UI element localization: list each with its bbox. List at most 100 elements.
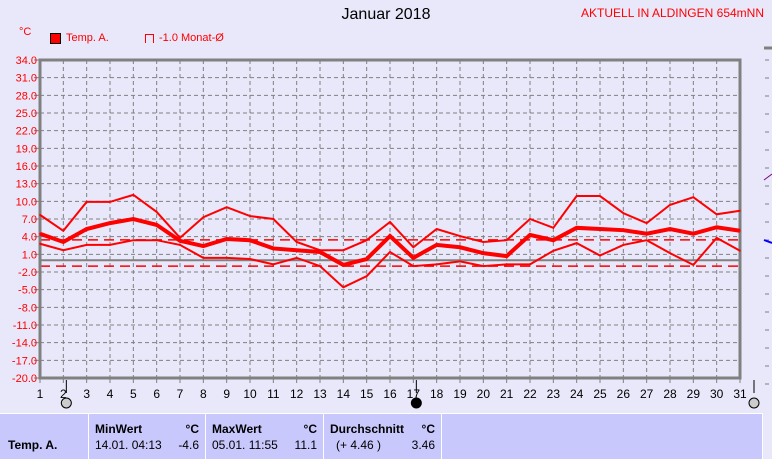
data-point [552,227,555,229]
legend-label: -1.0 Monat-Ø [159,32,224,44]
data-point [179,239,181,242]
data-point [109,244,111,246]
y-tick-label: -14.0 [12,338,37,350]
stats-table: Temp. A. MinWert °C 14.01. 04:13 -4.6 MaxW… [0,413,763,459]
data-point [109,222,111,224]
data-point [575,227,578,229]
data-point [552,239,555,241]
y-tick-label: 16.0 [16,161,37,173]
data-point [389,251,391,253]
data-point [739,229,741,232]
max-unit: °C [303,422,317,436]
y-tick-label: 4.0 [22,232,37,244]
max-column: MaxWert °C 05.01. 11:55 11.1 [205,414,323,459]
data-point [669,204,671,206]
y-tick-label: -11.0 [13,320,37,332]
x-tick-label: 29 [687,387,701,401]
data-point [739,250,741,252]
data-point [529,218,531,220]
side-series-blue [763,239,772,244]
data-point [435,228,438,230]
data-point [295,257,298,259]
x-tick-label: 19 [453,387,467,401]
x-tick-label: 27 [640,387,654,401]
data-point [342,249,345,252]
x-tick-label: 28 [663,387,677,401]
x-tick-label: 21 [500,387,514,401]
data-point [295,249,298,252]
data-point [692,264,695,266]
data-point [85,201,88,203]
data-point [85,244,88,246]
data-point [599,254,601,257]
x-tick-label: 25 [593,387,607,401]
side-series-purple [763,173,772,181]
data-point [39,242,41,245]
data-point [435,244,438,246]
data-point [225,257,228,259]
min-date: 14.01. 04:13 [95,438,162,452]
x-tick-label: 7 [177,387,184,401]
empty-column [441,414,763,459]
x-tick-label: 1 [37,387,44,401]
x-tick-label: 30 [710,387,724,401]
avg-column: Durchschnitt °C (+ 4.46 ) 3.46 [323,414,441,459]
temperature-chart: 34.031.028.025.022.019.016.013.010.07.04… [12,46,772,409]
data-point [249,258,251,260]
x-tick-label: 24 [570,387,584,401]
data-point [575,242,578,244]
data-point [645,232,648,235]
data-point [645,222,648,224]
y-tick-label: 25.0 [16,108,37,120]
data-point [85,228,88,230]
data-point [505,255,508,257]
x-tick-label: 4 [107,387,114,401]
y-tick-label: 13.0 [16,179,37,191]
data-point [692,196,695,199]
data-point [62,241,65,243]
y-unit-label: °C [19,26,32,38]
data-point [319,265,321,267]
x-tick-label: 5 [130,387,137,401]
data-point [715,213,718,216]
legend-temp[interactable]: Temp. A. [50,32,109,44]
y-tick-label: -8.0 [18,302,37,314]
x-tick-label: 2 [60,387,67,401]
max-header: MaxWert [212,422,262,436]
data-point [412,257,415,259]
x-tick-label: 14 [337,387,351,401]
data-point [529,234,531,236]
x-tick-label: 3 [83,387,90,401]
data-point [295,241,298,243]
data-point [132,194,135,196]
min-column: MinWert °C 14.01. 04:13 -4.6 [88,414,205,459]
x-tick-label: 6 [153,387,160,401]
data-point [272,218,275,220]
plot-frame [38,58,742,380]
data-point [669,252,671,254]
min-header: MinWert [95,422,143,436]
data-point [109,201,111,203]
legend-swatch-empty-icon [145,33,154,43]
data-point [155,211,158,213]
data-point [599,195,601,197]
y-tick-label: 10.0 [16,196,37,208]
max-value: 11.1 [294,438,317,452]
y-tick-label: 19.0 [16,143,37,155]
data-point [365,258,368,260]
x-tick-label: 9 [223,387,230,401]
legend-month-avg[interactable]: -1.0 Monat-Ø [145,32,224,44]
data-point [62,229,65,232]
data-point [155,239,158,241]
data-point [715,237,718,239]
y-tick-label: 22.0 [16,126,37,138]
data-point [389,235,391,237]
x-tick-label: 20 [477,387,491,401]
x-tick-label: 13 [313,387,327,401]
data-point [249,239,251,241]
data-point [132,218,135,220]
data-point [412,246,415,249]
y-tick-label: 1.0 [22,249,37,261]
y-tick-label: 31.0 [16,73,37,85]
data-point [389,221,391,223]
